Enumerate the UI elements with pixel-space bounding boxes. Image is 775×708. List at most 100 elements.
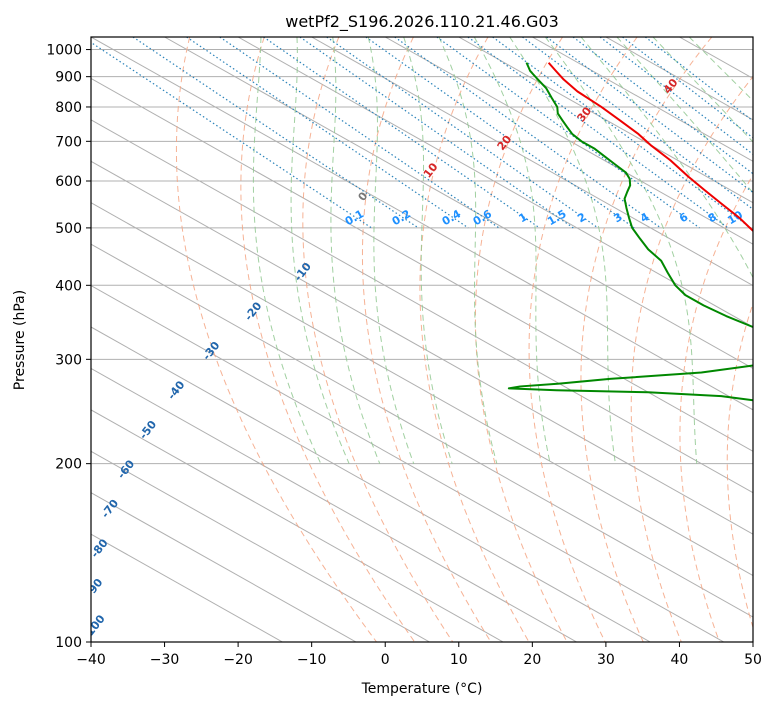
mixing-ratio-line <box>622 37 753 139</box>
isotherm-line <box>164 37 753 370</box>
dry-adiabat-line <box>630 75 753 642</box>
dry-adiabat-line <box>302 37 454 642</box>
mixing-ratio-line <box>326 37 599 229</box>
moist-adiabat-line <box>616 37 753 194</box>
moist-adiabat-line <box>652 37 753 143</box>
isotherm-line <box>91 119 753 494</box>
y-axis-label: Pressure (hPa) <box>12 290 28 390</box>
temperature-profile-line <box>547 62 753 233</box>
dry-adiabat-line <box>580 37 713 642</box>
x-axis-label: Temperature (°C) <box>361 681 483 697</box>
plot-frame <box>90 36 754 643</box>
isotherm-line <box>91 450 430 642</box>
mixing-ratio-line <box>219 37 500 229</box>
x-tick-label: −40 <box>76 652 106 668</box>
isotherm-line <box>91 367 577 642</box>
y-tick-label: 400 <box>55 278 82 294</box>
mixing-ratio-label: 6 <box>677 210 690 225</box>
plot-area: 0.10.20.40.611.52346810131620253036-100-… <box>81 37 773 642</box>
mixing-ratio-line <box>522 37 753 210</box>
mixing-ratio-label: 8 <box>706 210 719 225</box>
moist-adiabat-line <box>403 37 453 464</box>
mixing-ratio-line <box>492 37 752 229</box>
isotherm-line <box>752 37 753 38</box>
moist-adiabat-line <box>544 37 698 464</box>
dry-adiabat-label: -40 <box>165 378 188 402</box>
isotherm-line <box>458 37 753 204</box>
moist-adiabat-line <box>438 37 498 464</box>
isotherm-line <box>91 285 725 642</box>
isotherm-line <box>91 326 651 642</box>
isotherm-line <box>237 37 753 328</box>
isotherm-line <box>91 243 753 618</box>
mixing-ratio-line <box>91 41 372 229</box>
moist-adiabat-line <box>688 37 753 102</box>
chart-title: wetPf2_S196.2026.110.21.46.G03 <box>285 12 559 32</box>
x-tick-label: 20 <box>523 652 541 668</box>
y-tick-label: 800 <box>55 100 82 116</box>
isotherm-line <box>91 160 753 535</box>
dry-adiabat-line <box>679 173 753 642</box>
isotherm-line <box>384 37 753 245</box>
x-tick-label: 50 <box>744 652 762 668</box>
moist-adiabat-line <box>252 37 322 464</box>
mixing-ratio-line <box>546 37 753 194</box>
mixing-ratio-line <box>572 37 753 175</box>
dry-adiabat-line <box>474 37 568 642</box>
x-tick-label: 30 <box>597 652 615 668</box>
mixing-ratio-line <box>599 37 753 156</box>
isotherm-line <box>91 37 753 411</box>
dry-adiabat-label: -100 <box>81 612 108 642</box>
isotherm-line <box>311 37 753 287</box>
dry-adiabat-line <box>419 37 530 642</box>
mixing-ratio-label: 4 <box>638 210 651 225</box>
y-tick-label: 100 <box>55 635 82 651</box>
mixing-ratio-line <box>365 37 635 229</box>
dry-adiabat-line <box>528 37 638 642</box>
moist-adiabat-line <box>367 37 415 464</box>
mixing-ratio-line <box>186 37 469 229</box>
dry-adiabat-label: -60 <box>115 457 138 481</box>
isotherm-line <box>91 492 357 642</box>
mixing-ratio-line <box>644 37 753 122</box>
x-tick-label: 0 <box>381 652 390 668</box>
dry-adiabat-line <box>240 37 416 642</box>
isotherm-line <box>91 533 283 642</box>
dry-adiabat-label: -80 <box>88 536 111 560</box>
y-tick-label: 600 <box>55 174 82 190</box>
y-tick-label: 700 <box>55 134 82 150</box>
dry-adiabat-line <box>726 302 753 630</box>
moist-adiabat-line <box>290 37 350 464</box>
isotherm-line <box>91 202 753 577</box>
mixing-ratio-label: 0.1 <box>343 207 366 228</box>
x-tick-label: 10 <box>450 652 468 668</box>
y-tick-label: 1000 <box>46 43 82 59</box>
mixing-ratio-label: 0.6 <box>471 207 495 228</box>
mixing-ratio-line <box>132 37 419 229</box>
dry-adiabat-label: -10 <box>291 260 314 284</box>
mixing-ratio-line <box>436 37 700 229</box>
y-tick-label: 200 <box>55 457 82 473</box>
mixing-ratio-label: 1 <box>517 210 530 225</box>
mixing-ratio-label: 0.4 <box>440 207 464 228</box>
dry-adiabat-label: -90 <box>83 576 106 600</box>
isotherm-line <box>532 37 753 162</box>
axis-ticks: −40 −30 −20 −10 0 10 20 30 40 5010020030040050060… <box>46 43 762 668</box>
dry-adiabat-label: -20 <box>242 299 265 323</box>
y-tick-label: 500 <box>55 221 82 237</box>
dry-adiabat-line <box>175 37 377 642</box>
y-tick-label: 900 <box>55 70 82 86</box>
dry-adiabat-label: -70 <box>99 497 122 521</box>
dry-adiabat-line <box>361 37 492 642</box>
mixing-ratio-line <box>394 37 662 229</box>
x-tick-label: 40 <box>671 652 689 668</box>
isotherm-line <box>91 409 504 642</box>
x-tick-label: −30 <box>150 652 180 668</box>
mixing-ratio-line <box>467 37 729 229</box>
dewpoint-profile-line <box>507 62 753 402</box>
mixing-ratio-label: 13 <box>753 208 773 227</box>
moist-adiabat-line <box>473 37 551 464</box>
y-tick-label: 300 <box>55 352 82 368</box>
moist-adiabat-line <box>330 37 381 464</box>
